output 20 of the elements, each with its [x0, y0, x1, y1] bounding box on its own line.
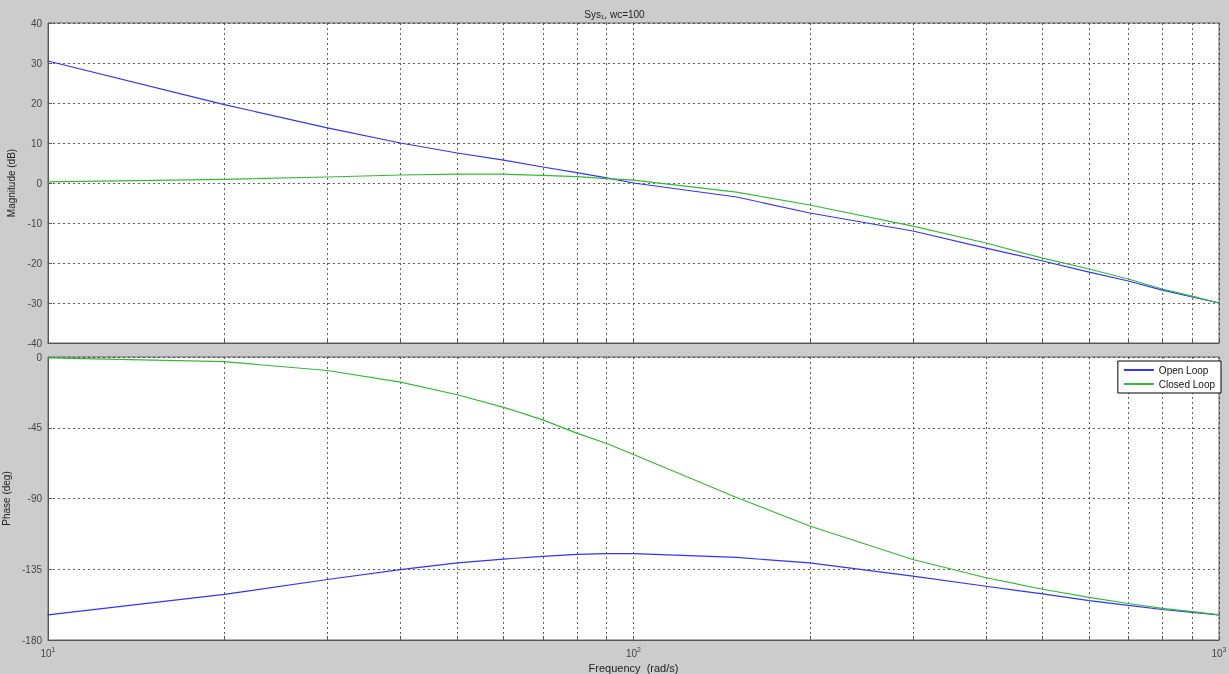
y-tick-label: 0 — [36, 177, 43, 189]
legend-label: Closed Loop — [1158, 378, 1216, 390]
y-tick-label: 10 — [30, 137, 43, 149]
y-tick-label: -180 — [21, 634, 43, 646]
x-axis-title: Frequency (rad/s) — [588, 662, 679, 674]
y-tick-label: -45 — [27, 422, 43, 434]
chart-title: Sys₁, wc=100 — [584, 8, 646, 20]
y-tick-label: -10 — [27, 217, 43, 229]
y-tick-label: -30 — [27, 297, 43, 309]
y-tick-label: -40 — [27, 337, 43, 349]
y-tick-label: -90 — [27, 493, 43, 504]
y-tick-label: 20 — [30, 97, 43, 109]
y-tick-label: 40 — [30, 17, 43, 29]
y-tick-label: -20 — [27, 257, 43, 269]
y-axis-title: Phase (deg) — [0, 471, 12, 526]
y-tick-label: 30 — [30, 57, 43, 69]
legend-label: Open Loop — [1158, 364, 1209, 376]
y-tick-label: -135 — [21, 563, 43, 575]
y-tick-label: 0 — [36, 351, 43, 363]
y-axis-title: Magnitude (dB) — [6, 148, 18, 218]
